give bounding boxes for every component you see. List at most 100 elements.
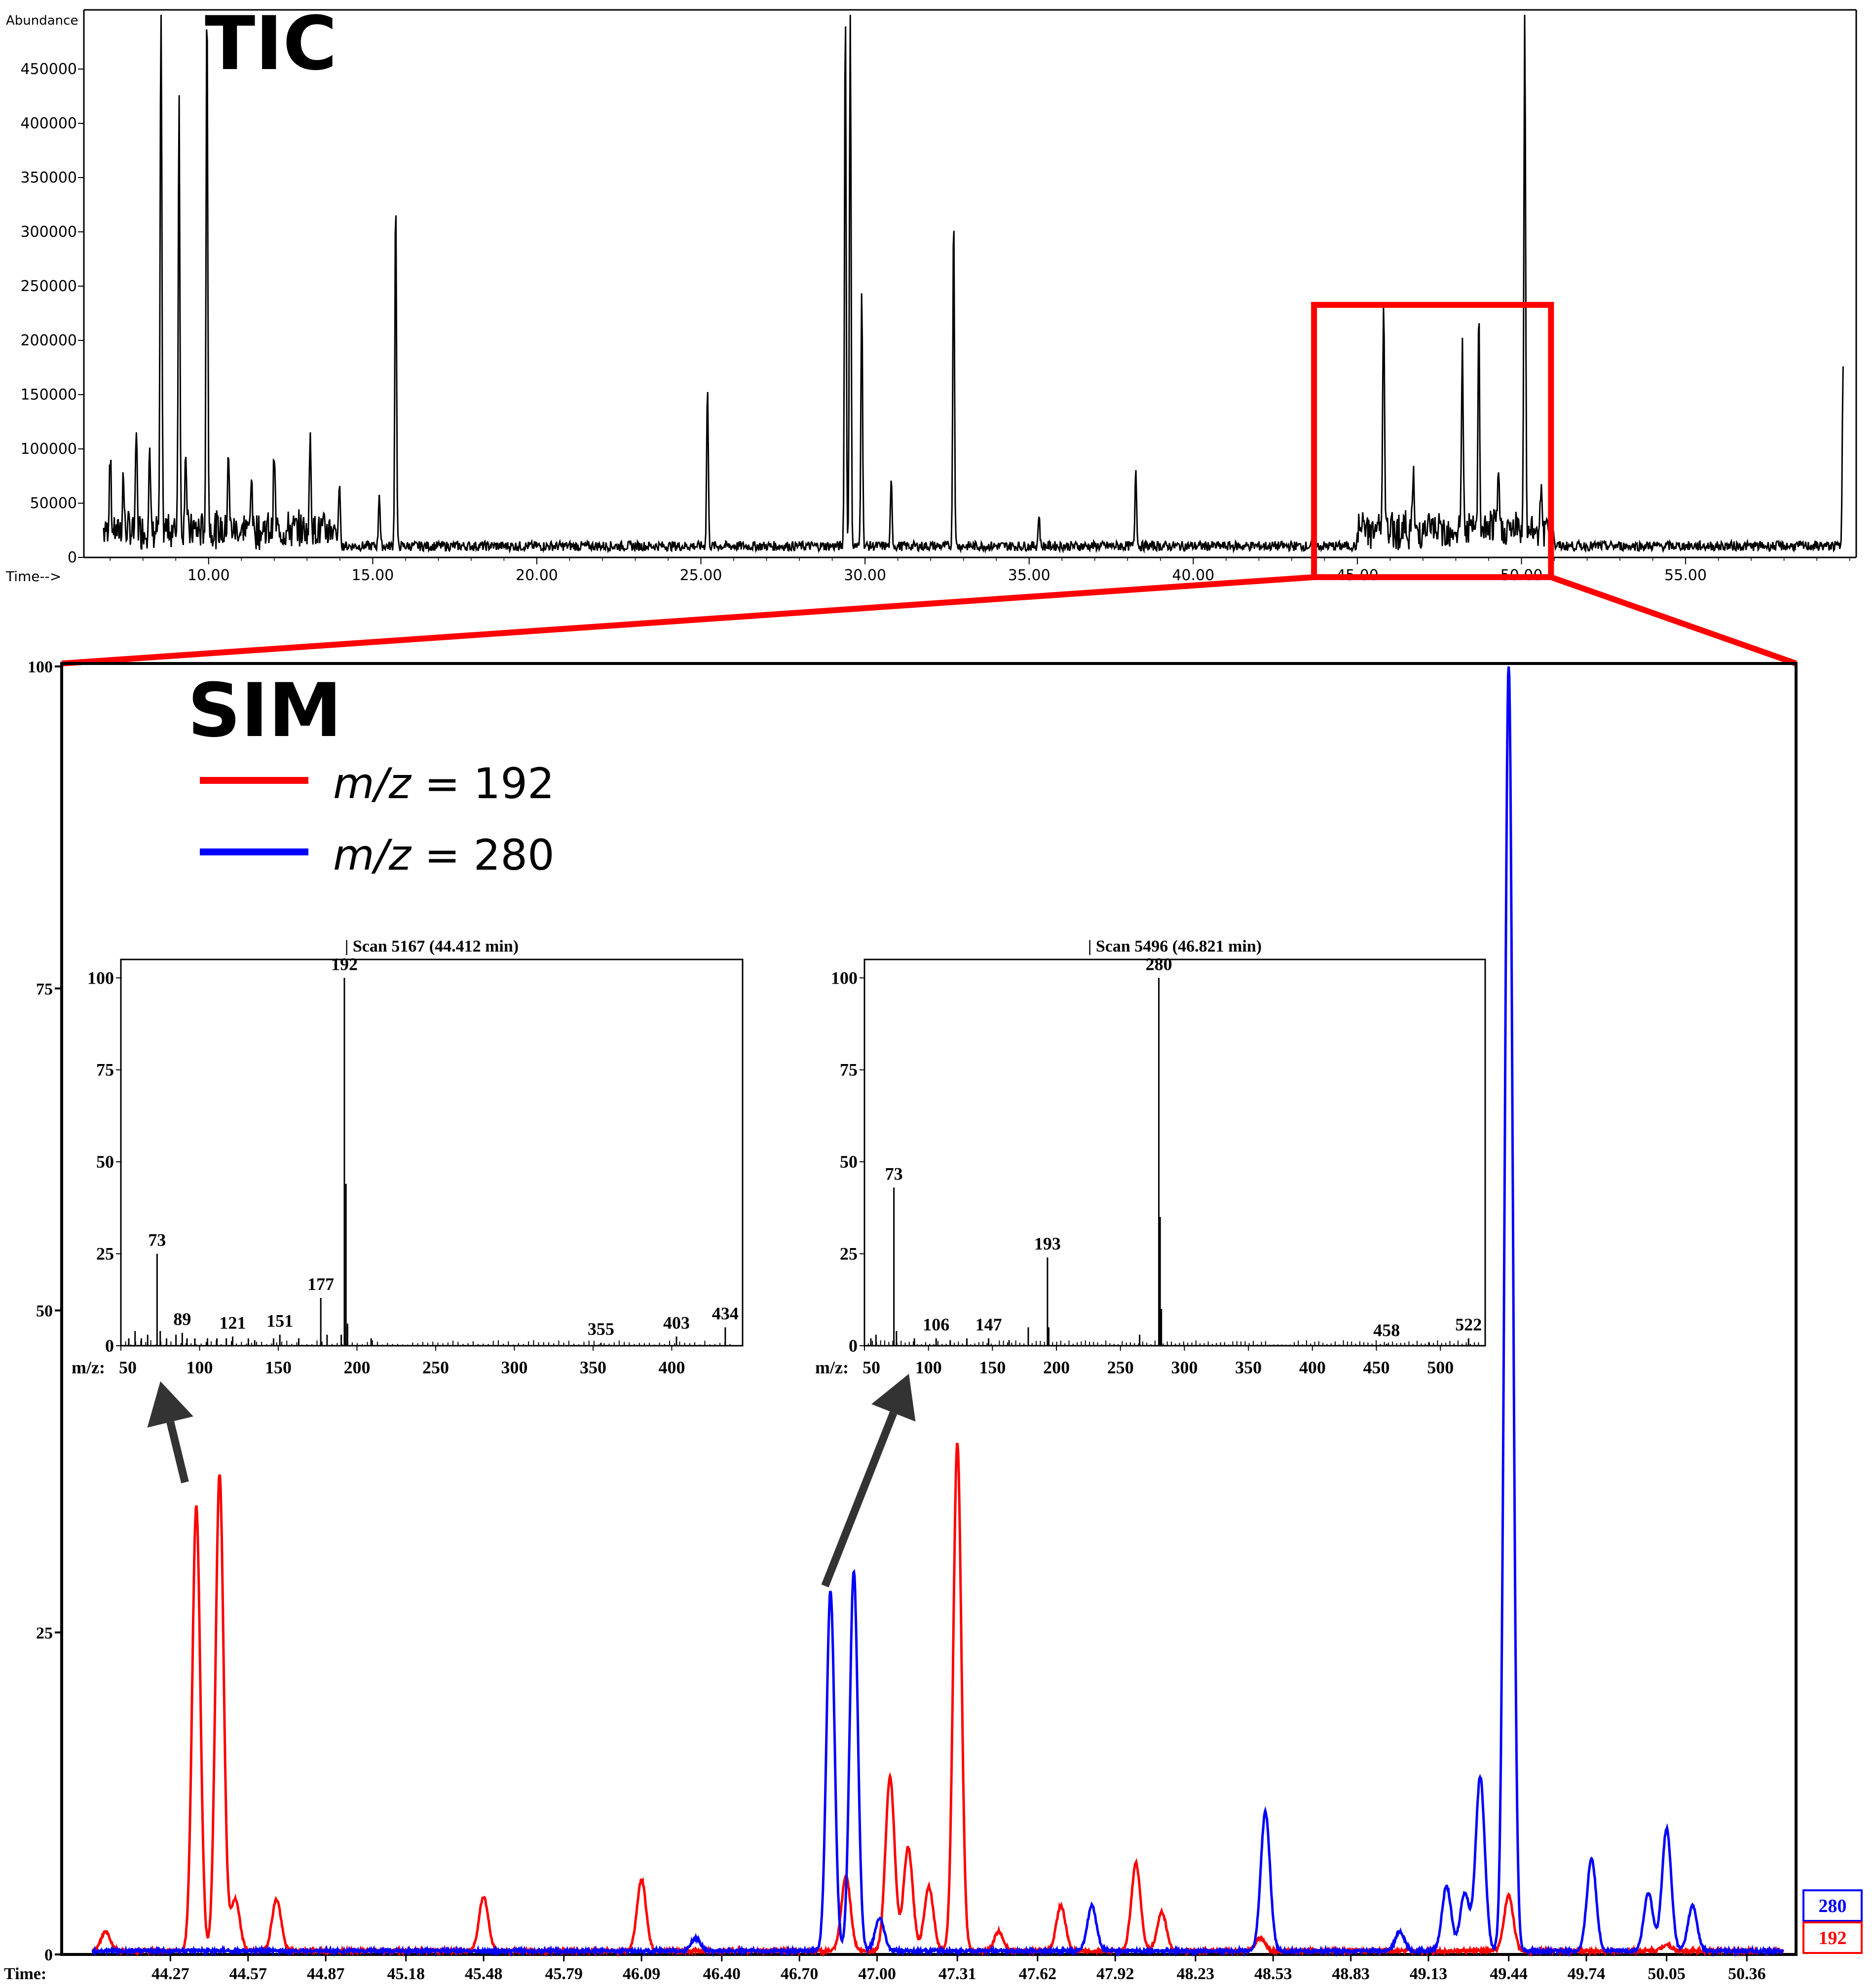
tic-y-tick-label: 100000	[20, 441, 77, 458]
spectrum-peak-label: 177	[307, 1274, 334, 1294]
spectrum-x-tick-label: 100	[915, 1358, 942, 1377]
tic-x-tick-label: 30.00	[844, 567, 886, 584]
sim-x-tick-label: 47.00	[858, 1965, 896, 1983]
spectrum-y-tick-label: 0	[849, 1336, 858, 1356]
tic-y-tick-label: 250000	[20, 278, 77, 295]
sim-title: SIM	[187, 668, 342, 754]
spectrum-peak-label: 434	[712, 1304, 739, 1324]
spectrum-x-tick-label: 100	[186, 1358, 213, 1377]
tic-y-tick-label: 300000	[20, 223, 77, 241]
sim-x-tick-label: 44.57	[229, 1965, 267, 1983]
sim-x-tick-label: 45.79	[545, 1965, 583, 1983]
sim-x-tick-label: 47.31	[938, 1965, 976, 1983]
spectrum-peak-label: 355	[588, 1319, 614, 1339]
spectrum-x-tick-label: 300	[501, 1358, 527, 1377]
inset-arrows	[147, 1374, 916, 1587]
sim-frame	[60, 662, 1798, 1956]
spectrum-x-tick-label: 150	[979, 1358, 1006, 1377]
sim-x-tick-label: 50.05	[1648, 1965, 1686, 1983]
spectrum-x-tick-label: 400	[1299, 1358, 1326, 1377]
spectrum-y-tick-label: 100	[831, 968, 858, 988]
spectrum-x-tick-label: 50	[119, 1358, 137, 1377]
tic-ylabel: Abundance	[6, 13, 78, 28]
arrow-to-spectrum-1-shaft	[166, 1421, 189, 1483]
spectrum-peak-label: 522	[1455, 1315, 1482, 1334]
spectrum-x-tick-label: 400	[658, 1358, 685, 1377]
sim-x-tick-label: 45.18	[387, 1965, 425, 1983]
tic-y-tick-label: 0	[68, 549, 77, 566]
spectrum-peak-label: 193	[1034, 1234, 1061, 1253]
sim-x-tick-label: 48.53	[1254, 1965, 1292, 1983]
spectrum-x-tick-label: 150	[265, 1358, 292, 1377]
sim-x-tick-label: 46.70	[781, 1965, 819, 1983]
arrow-to-spectrum-1-head	[147, 1381, 193, 1428]
zoom-connector-right	[1550, 574, 1797, 666]
sim-x-tick-label: 47.62	[1019, 1965, 1057, 1983]
tic-y-tick-label: 400000	[20, 115, 77, 132]
spectrum-peak-label: 147	[975, 1315, 1002, 1334]
trace-label-box-192	[1802, 1921, 1863, 1954]
spectrum-xlabel: m/z:	[815, 1358, 849, 1377]
spectrum-x-tick-label: 50	[862, 1358, 880, 1377]
tic-y-tick-label: 50000	[30, 495, 77, 512]
spectrum-y-tick-label: 25	[840, 1244, 858, 1264]
tic-x-tick-label: 15.00	[351, 567, 394, 584]
spectrum-x-tick-label: 250	[1107, 1358, 1134, 1377]
sim-trace-192	[91, 1442, 1785, 1957]
trace-label-box-280	[1802, 1889, 1863, 1922]
spectrum-peak-label: 73	[885, 1164, 903, 1183]
spectrum-y-tick-label: 0	[105, 1336, 114, 1356]
sim-x-tick-label: 49.13	[1410, 1965, 1448, 1983]
tic-trace	[103, 14, 1844, 554]
sim-trace-280	[91, 666, 1784, 1957]
sim-y-tick-label: 25	[36, 1624, 53, 1642]
spectrum-peak-label: 192	[331, 954, 358, 974]
mass-spectrum-inset-1: | Scan 5167 (44.412 min) 0 25 50 75 100 m/z: 50…	[72, 937, 744, 1377]
spectrum-x-tick-label: 200	[1043, 1358, 1070, 1377]
trace-label-280: 280	[1819, 1896, 1847, 1916]
spectrum-y-tick-label: 100	[87, 968, 114, 988]
arrow-to-spectrum-2-head	[871, 1374, 916, 1422]
spectrum-x-tick-label: 300	[1171, 1358, 1198, 1377]
sim-x-tick-label: 50.36	[1728, 1965, 1766, 1983]
tic-y-tick-label: 200000	[20, 332, 77, 349]
tic-y-tick-label: 150000	[20, 386, 77, 404]
spectrum-peak-label: 106	[923, 1315, 949, 1334]
tic-y-tick-label: 450000	[20, 61, 77, 78]
spectrum-x-tick-label: 350	[1235, 1358, 1262, 1377]
sim-y-tick-label: 100	[28, 658, 53, 676]
spectrum-y-tick-label: 75	[96, 1060, 114, 1080]
spectrum-frame	[863, 958, 1486, 1347]
spectrum-frame	[120, 958, 744, 1347]
tic-xlabel: Time-->	[5, 568, 61, 585]
spectrum-peak-label: 151	[266, 1311, 293, 1331]
spectrum-xlabel: m/z:	[72, 1358, 105, 1377]
sim-x-tick-label: 44.27	[151, 1965, 189, 1983]
sim-y-tick-label: 50	[36, 1302, 53, 1321]
spectrum-peak-label: 403	[663, 1313, 690, 1332]
tic-title: TIC	[205, 1, 337, 87]
spectrum-peak-label: 458	[1373, 1320, 1400, 1340]
tic-panel: 0 50000 100000 150000 200000 250000 300000 3500…	[5, 1, 1857, 585]
sim-x-tick-label: 45.48	[465, 1965, 503, 1983]
tic-zoom-box	[1311, 302, 1554, 580]
spectrum-x-tick-label: 200	[343, 1358, 370, 1377]
sim-x-tick-label: 47.92	[1096, 1965, 1134, 1983]
spectrum-y-tick-label: 50	[840, 1152, 858, 1172]
spectrum-y-tick-label: 50	[96, 1152, 114, 1172]
spectrum-peak-label: 73	[148, 1230, 166, 1250]
zoom-connector-left	[61, 574, 1314, 666]
tic-x-tick-label: 10.00	[187, 567, 230, 584]
sim-y-tick-label: 0	[44, 1946, 53, 1964]
sim-y-tick-label: 75	[36, 980, 53, 998]
spectrum-title: | Scan 5167 (44.412 min)	[345, 937, 519, 956]
spectrum-x-tick-label: 250	[422, 1358, 449, 1377]
tic-x-tick-label: 25.00	[680, 567, 722, 584]
sim-x-tick-label: 48.23	[1177, 1965, 1215, 1983]
zoom-connector	[61, 574, 1797, 666]
tic-y-tick-label: 350000	[20, 169, 77, 186]
spectrum-y-tick-label: 75	[840, 1060, 858, 1080]
spectrum-peak-label: 280	[1146, 954, 1172, 974]
legend-label: m/z = 280	[333, 831, 555, 880]
